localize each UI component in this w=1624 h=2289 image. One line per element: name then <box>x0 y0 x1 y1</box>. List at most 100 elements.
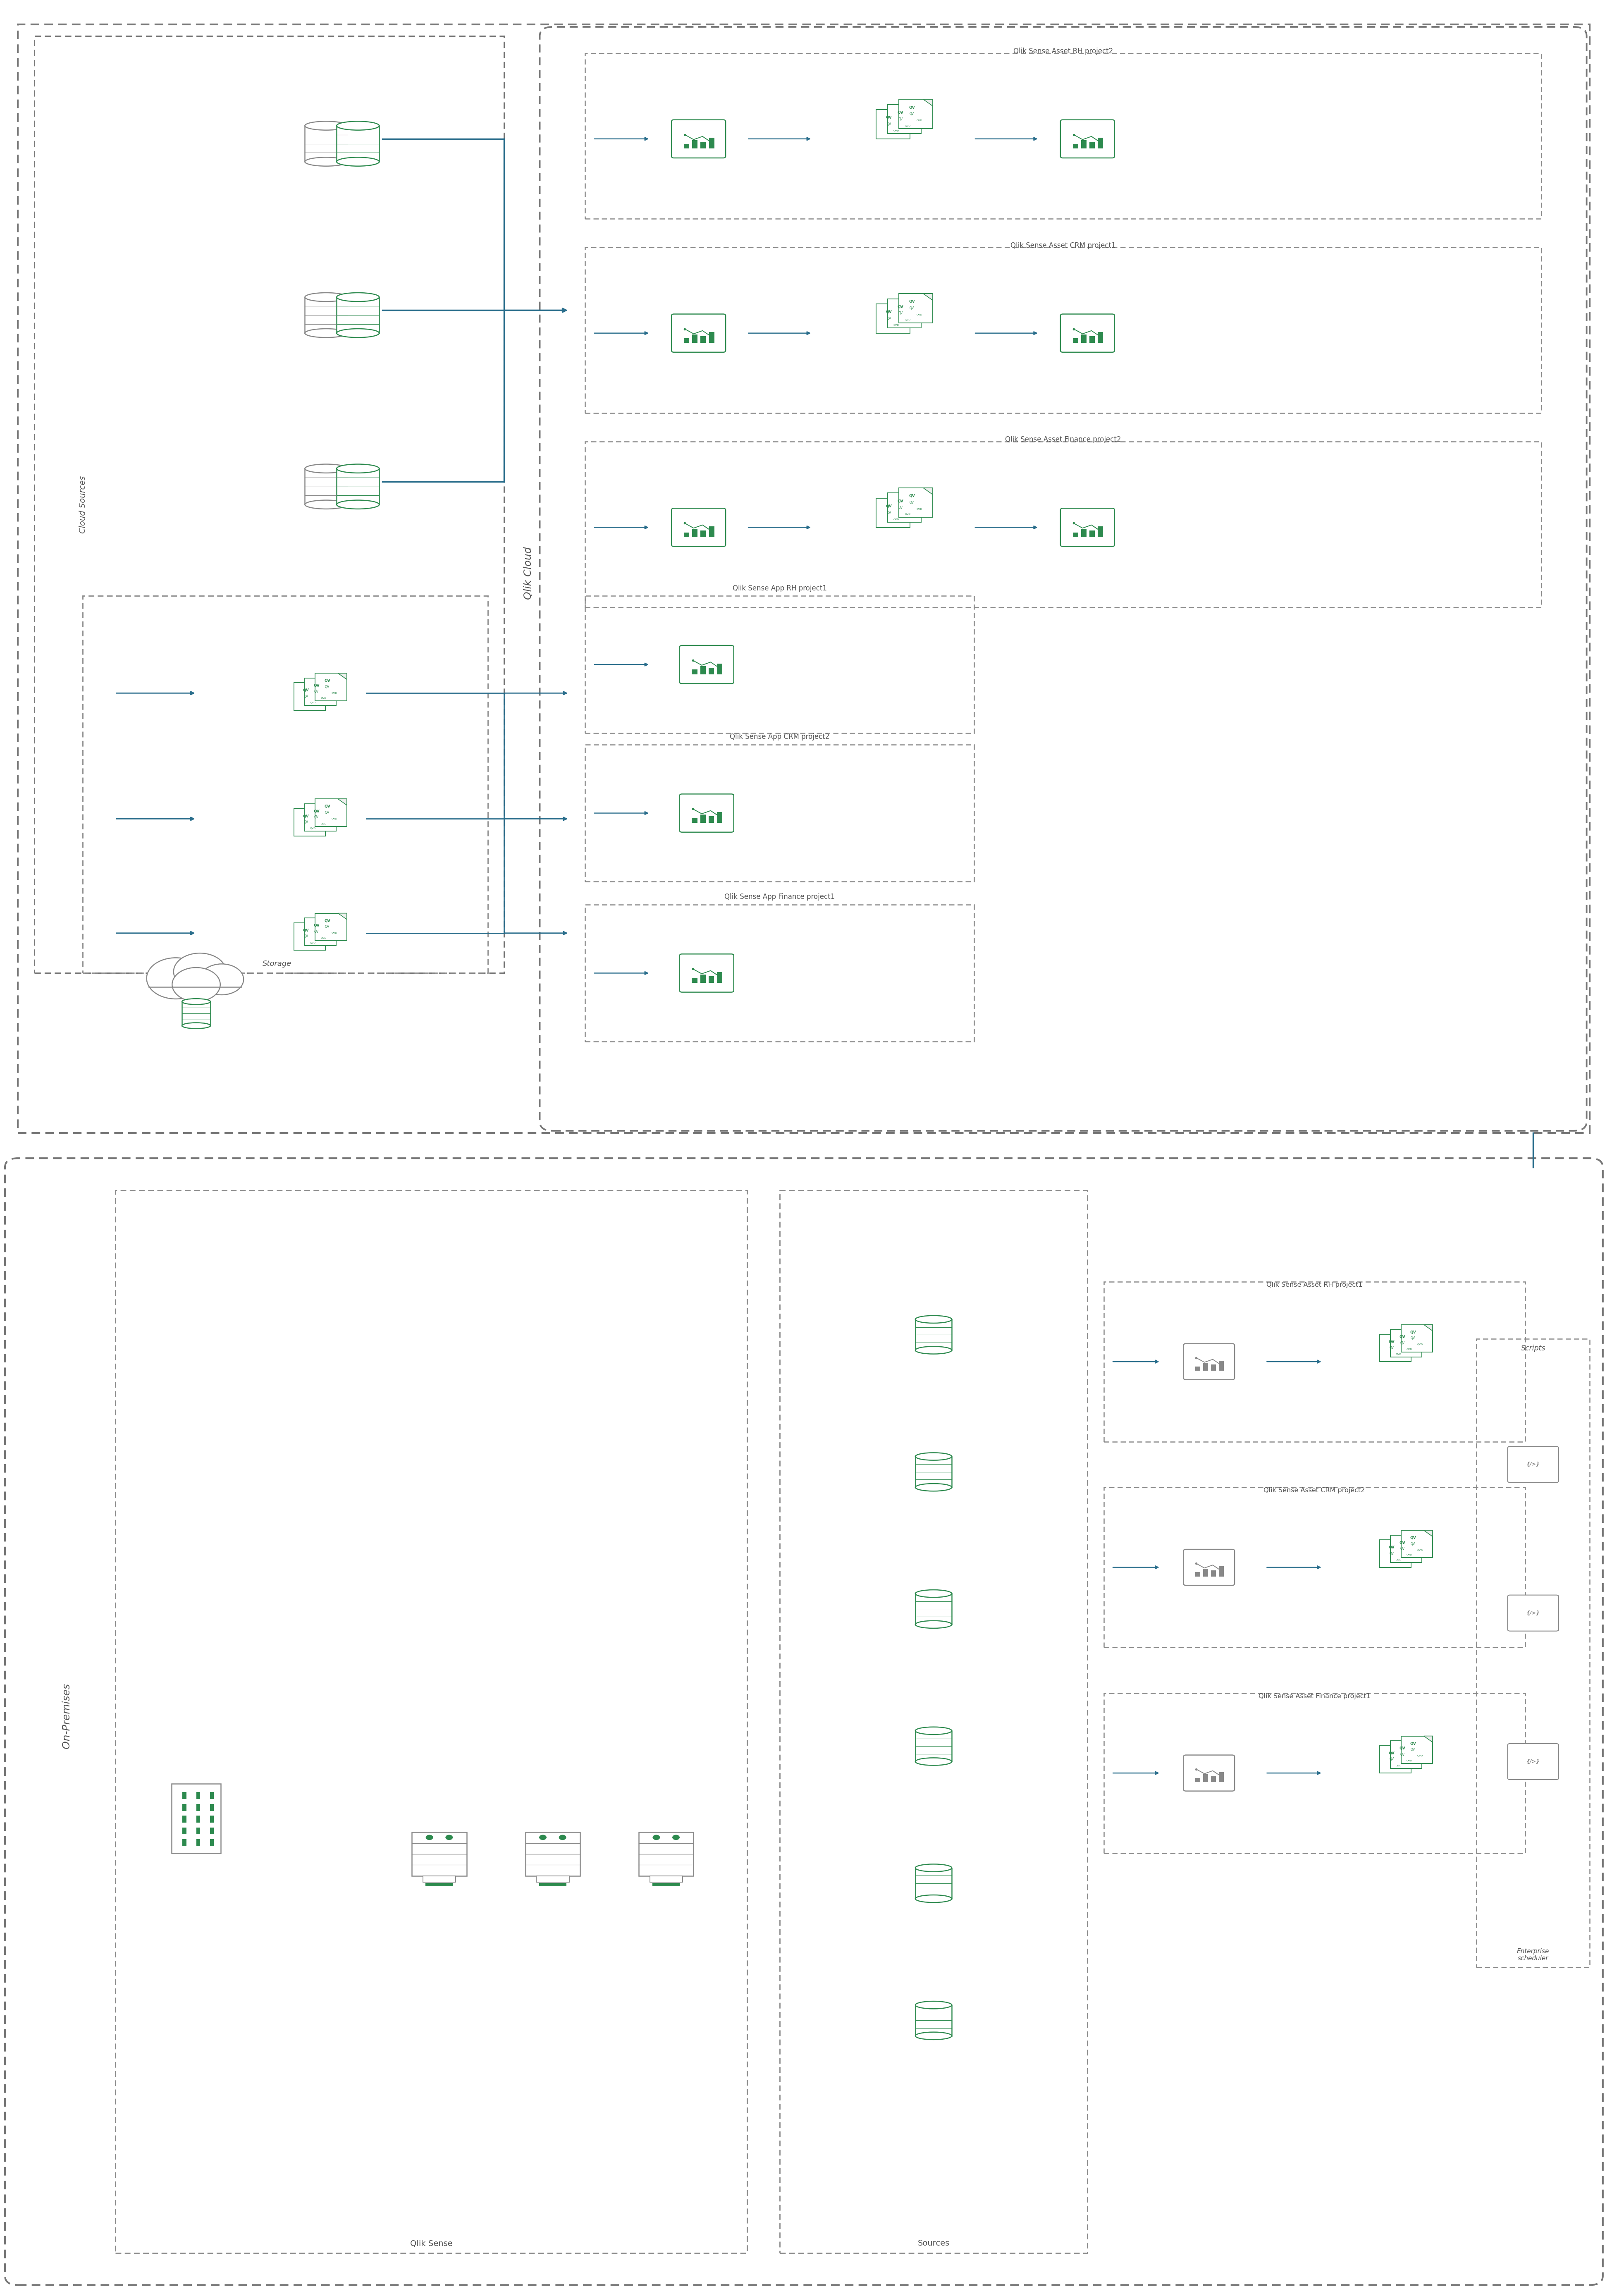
Text: QV: QV <box>1410 1536 1416 1540</box>
Text: {/>}: {/>} <box>1527 1611 1540 1616</box>
Bar <box>305 918 336 945</box>
Polygon shape <box>924 293 932 300</box>
Bar <box>209 1815 214 1822</box>
Text: QV: QV <box>313 684 320 687</box>
Bar <box>305 126 348 163</box>
Text: QV: QV <box>325 680 330 682</box>
Bar <box>305 678 336 705</box>
Bar <box>700 142 706 149</box>
Bar <box>336 469 378 504</box>
Circle shape <box>445 1836 453 1840</box>
Bar <box>1212 1776 1216 1783</box>
Ellipse shape <box>916 1895 952 1902</box>
Bar <box>700 975 706 982</box>
Ellipse shape <box>336 293 378 302</box>
Text: QV: QV <box>1400 1753 1405 1756</box>
Bar <box>294 922 325 950</box>
Ellipse shape <box>916 1591 952 1598</box>
Text: Qlik Sense Asset RH project2: Qlik Sense Asset RH project2 <box>1013 48 1112 55</box>
Bar <box>294 682 325 710</box>
Text: On-Premises: On-Premises <box>62 1682 71 1749</box>
Bar <box>710 526 715 538</box>
Bar <box>412 1831 466 1877</box>
Text: QV: QV <box>898 506 903 510</box>
Circle shape <box>172 968 221 1003</box>
Text: Qlik Sense Asset Finance project1: Qlik Sense Asset Finance project1 <box>1259 1694 1371 1698</box>
Text: QV: QV <box>325 810 330 815</box>
Polygon shape <box>911 105 921 112</box>
Polygon shape <box>338 913 348 920</box>
Ellipse shape <box>916 1346 952 1355</box>
Bar <box>638 1831 693 1877</box>
Bar <box>1090 531 1095 538</box>
Text: QV: QV <box>1389 1346 1393 1351</box>
Ellipse shape <box>336 121 378 130</box>
FancyBboxPatch shape <box>1060 508 1114 547</box>
Bar <box>916 2005 952 2035</box>
Circle shape <box>672 1836 680 1840</box>
Text: QV: QV <box>1389 1545 1395 1550</box>
Bar <box>1402 1531 1432 1559</box>
Ellipse shape <box>916 1316 952 1323</box>
Bar <box>916 1730 952 1763</box>
Ellipse shape <box>916 1726 952 1735</box>
Text: QV: QV <box>304 934 309 938</box>
Polygon shape <box>1424 1735 1432 1742</box>
Ellipse shape <box>916 1758 952 1765</box>
Bar <box>294 808 325 835</box>
Text: QV: QV <box>1400 1341 1405 1346</box>
Bar <box>1195 1367 1200 1371</box>
Text: QV: QV <box>1389 1552 1393 1557</box>
Bar <box>916 1593 952 1625</box>
Polygon shape <box>1413 1536 1423 1540</box>
Text: QV: QV <box>909 494 914 499</box>
Polygon shape <box>1403 1540 1411 1545</box>
Text: QV: QV <box>909 307 914 309</box>
Bar <box>197 1792 200 1799</box>
Ellipse shape <box>916 2001 952 2010</box>
Text: Qlik Sense App CRM project2: Qlik Sense App CRM project2 <box>729 732 830 742</box>
Ellipse shape <box>916 1483 952 1490</box>
Bar <box>315 799 348 826</box>
Bar <box>684 144 689 149</box>
Bar <box>197 1827 200 1833</box>
Bar <box>1098 332 1103 343</box>
Polygon shape <box>328 803 336 810</box>
FancyBboxPatch shape <box>1184 1550 1234 1586</box>
Ellipse shape <box>336 158 378 167</box>
Bar <box>209 1804 214 1811</box>
Polygon shape <box>317 682 325 689</box>
Text: Qlik Sense Asset CRM project1: Qlik Sense Asset CRM project1 <box>1010 243 1116 250</box>
Bar <box>877 304 909 334</box>
Text: QV: QV <box>325 918 330 922</box>
Bar <box>718 813 723 822</box>
FancyBboxPatch shape <box>679 794 734 833</box>
Text: Storage: Storage <box>263 959 292 968</box>
FancyBboxPatch shape <box>1060 314 1114 353</box>
Ellipse shape <box>182 1023 211 1028</box>
Text: QV: QV <box>313 815 318 819</box>
Bar <box>315 673 348 700</box>
Bar <box>172 1783 221 1854</box>
Ellipse shape <box>916 1454 952 1460</box>
Text: QV: QV <box>887 311 892 314</box>
Bar <box>336 126 378 163</box>
Text: Sources: Sources <box>918 2239 950 2248</box>
Polygon shape <box>1413 1330 1423 1337</box>
Bar <box>526 1831 580 1877</box>
Text: QV: QV <box>302 815 309 817</box>
Bar <box>900 293 932 323</box>
Text: QV: QV <box>898 110 903 114</box>
Bar <box>197 1815 200 1822</box>
Text: QV: QV <box>887 121 892 126</box>
Ellipse shape <box>305 121 348 130</box>
Text: Qlik Sense Asset RH project1: Qlik Sense Asset RH project1 <box>1267 1282 1363 1289</box>
Text: QV: QV <box>1411 1543 1415 1545</box>
Bar <box>708 668 715 675</box>
Bar <box>336 298 378 334</box>
Polygon shape <box>328 678 336 684</box>
Bar <box>700 666 706 675</box>
Text: QV: QV <box>1411 1749 1415 1751</box>
Text: QV: QV <box>1400 1747 1405 1751</box>
Bar <box>1082 334 1086 343</box>
